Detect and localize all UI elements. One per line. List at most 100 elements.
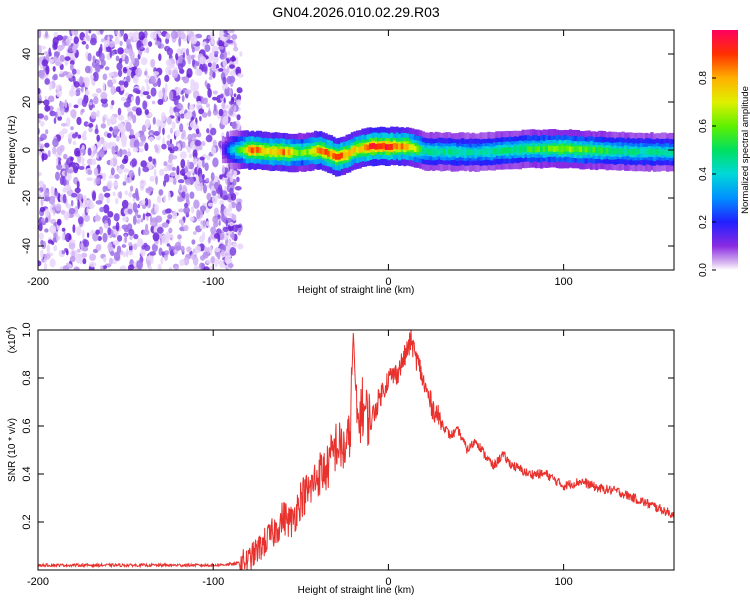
spectrogram-cell (618, 148, 623, 155)
noise-speckle (235, 198, 243, 203)
noise-speckle (219, 174, 223, 180)
noise-speckle (85, 30, 88, 40)
noise-speckle (123, 81, 129, 88)
noise-speckle (106, 196, 110, 204)
noise-speckle (225, 219, 229, 227)
spectrogram-cell (453, 149, 457, 156)
noise-speckle (136, 260, 144, 270)
noise-speckle (217, 251, 221, 260)
noise-speckle (168, 227, 173, 234)
noise-speckle (52, 138, 59, 148)
noise-speckle (185, 48, 190, 56)
noise-speckle (43, 262, 48, 270)
noise-speckle (192, 231, 197, 235)
noise-speckle (202, 220, 206, 228)
noise-speckle (148, 161, 153, 170)
noise-speckle (231, 213, 235, 220)
noise-speckle (221, 101, 226, 110)
spectrogram-cell (287, 149, 291, 155)
noise-speckle (227, 177, 230, 188)
noise-speckle (174, 266, 179, 270)
noise-speckle (49, 58, 55, 64)
noise-speckle (231, 231, 235, 241)
noise-speckle (205, 134, 213, 143)
spectrogram-cell (574, 146, 578, 152)
noise-speckle (223, 195, 229, 201)
spectrogram-cell (545, 145, 549, 152)
colorbar-tick-label: 0.0 (698, 263, 709, 277)
spectrogram-cell (432, 148, 436, 155)
spectrogram-cell (379, 143, 383, 150)
noise-speckle (161, 143, 167, 150)
noise-speckle (122, 181, 127, 186)
noise-speckle (81, 252, 88, 258)
noise-speckle (190, 140, 196, 151)
noise-speckle (119, 265, 127, 270)
spectrogram-cell (222, 147, 226, 154)
noise-speckle (120, 134, 128, 144)
noise-speckle (87, 52, 92, 62)
spectrogram-cell (495, 148, 499, 155)
noise-speckle (172, 177, 177, 185)
noise-speckle (123, 47, 130, 54)
colorbar-ticks: 0.0 0.2 0.4 0.6 0.8 (698, 71, 716, 277)
noise-speckle (41, 59, 49, 67)
noise-speckle (117, 47, 124, 55)
noise-speckle (186, 146, 191, 153)
noise-speckle (82, 258, 87, 265)
noise-speckle (127, 265, 131, 270)
noise-speckle (135, 67, 143, 78)
y-tick-label: 0.8 (21, 370, 33, 385)
noise-speckle (39, 206, 46, 213)
noise-speckle (210, 255, 216, 264)
noise-speckle (111, 145, 116, 155)
noise-speckle (59, 266, 63, 270)
spectrogram-cell (277, 149, 281, 155)
noise-speckle (207, 202, 214, 207)
spectrogram-cell (553, 146, 557, 152)
noise-speckle (179, 184, 182, 192)
spectrogram-cell (458, 148, 462, 155)
noise-speckle (76, 226, 82, 236)
noise-speckle (117, 69, 123, 77)
noise-speckle (168, 90, 174, 101)
noise-speckle (52, 66, 56, 72)
noise-speckle (199, 115, 202, 122)
noise-speckle (96, 110, 100, 118)
noise-speckle (40, 120, 45, 127)
noise-speckle (117, 107, 122, 116)
spectrogram-cell (658, 149, 662, 156)
noise-speckle (53, 51, 61, 57)
noise-speckle (218, 220, 221, 226)
noise-speckle (224, 86, 231, 97)
noise-speckle (186, 68, 193, 78)
noise-speckle (64, 184, 72, 191)
spectrogram-cell (487, 148, 491, 154)
noise-speckle (48, 47, 52, 57)
noise-speckle (142, 204, 147, 210)
spectrogram-cell (306, 148, 310, 155)
noise-speckle (180, 132, 185, 140)
noise-speckle (47, 150, 51, 158)
noise-speckle (228, 263, 234, 268)
spectrogram-cell (229, 147, 234, 153)
noise-speckle (209, 245, 213, 255)
noise-speckle (132, 88, 140, 94)
noise-speckle (123, 227, 129, 233)
noise-speckle (214, 181, 219, 190)
noise-speckle (183, 186, 188, 193)
noise-speckle (166, 243, 170, 247)
noise-speckle (212, 72, 216, 79)
noise-speckle (40, 249, 44, 260)
snr-plot-area (38, 330, 674, 570)
noise-speckle (180, 113, 185, 119)
spectrogram-cell (356, 147, 360, 153)
noise-speckle (148, 41, 153, 47)
noise-speckle (189, 121, 197, 129)
spectrogram-cell (448, 148, 452, 155)
noise-speckle (158, 89, 164, 100)
spectrogram-cell (490, 148, 494, 155)
noise-speckle (82, 229, 85, 239)
noise-speckle (222, 76, 227, 85)
noise-speckle (45, 217, 49, 224)
